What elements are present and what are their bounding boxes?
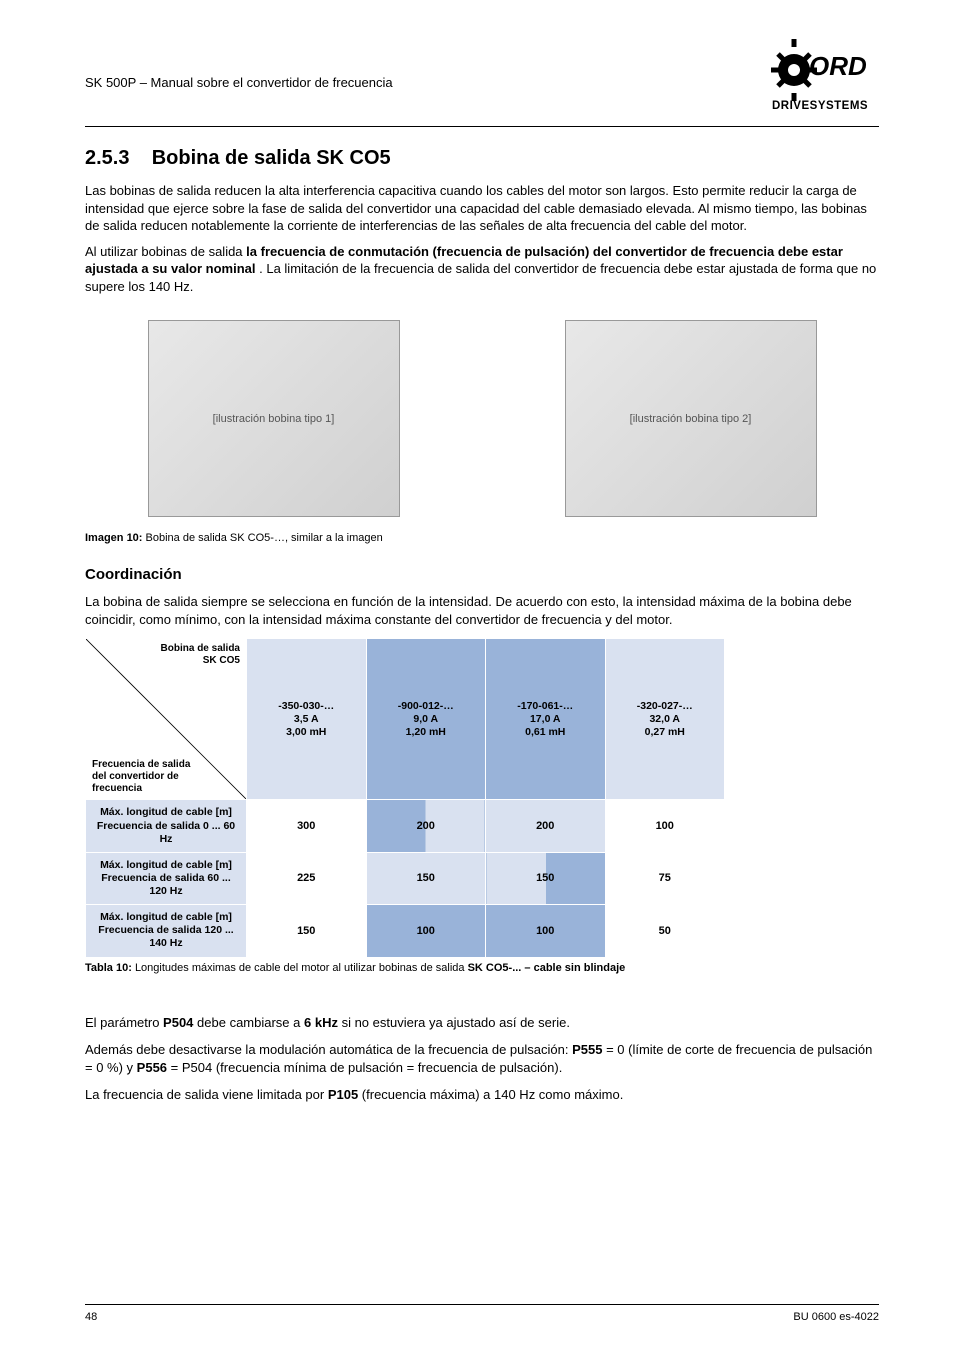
table-caption-text-1: Longitudes máximas de cable del motor al… — [135, 962, 468, 974]
section-heading: 2.5.3 Bobina de salida SK CO5 — [85, 147, 879, 170]
p1-code1: P504 — [163, 1015, 193, 1030]
p1-val: 6 kHz — [304, 1015, 338, 1030]
figure-caption-label: Imagen 10: — [85, 532, 142, 544]
p2-suffix: = P504 (frecuencia mínima de pulsación =… — [167, 1060, 562, 1075]
table-row: Máx. longitud de cable [m] Frecuencia de… — [86, 852, 725, 904]
col4-l2: 32,0 A — [614, 713, 717, 726]
page-number: 48 — [85, 1311, 97, 1323]
col2-l1: -900-012-… — [375, 700, 478, 713]
svg-text:DRIVESYSTEMS: DRIVESYSTEMS — [772, 100, 868, 112]
r2c1: 225 — [247, 852, 367, 904]
document-code: BU 0600 es-4022 — [793, 1311, 879, 1323]
col3-l2: 17,0 A — [494, 713, 597, 726]
figure-row: [ilustración bobina tipo 1] [ilustración… — [95, 320, 869, 517]
p1-suffix: si no estuviera ya ajustado así de serie… — [338, 1015, 570, 1030]
svg-text:ORD: ORD — [809, 51, 867, 81]
col4-l3: 0,27 mH — [614, 726, 717, 739]
p2-prefix: Además debe desactivarse la modulación a… — [85, 1042, 572, 1057]
col3-header: -170-061-… 17,0 A 0,61 mH — [486, 639, 606, 800]
coordination-heading: Coordinación — [85, 566, 879, 583]
row3-label: Máx. longitud de cable [m] Frecuencia de… — [86, 905, 247, 957]
r2c3: 150 — [486, 852, 606, 904]
r1c2: 200 — [366, 800, 486, 852]
intro-p2-prefix: Al utilizar bobinas de salida — [85, 244, 243, 259]
col1-l2: 3,5 A — [255, 713, 358, 726]
footer-divider — [85, 1304, 879, 1305]
r1c3: 200 — [486, 800, 606, 852]
row2-label: Máx. longitud de cable [m] Frecuencia de… — [86, 852, 247, 904]
col3-l1: -170-061-… — [494, 700, 597, 713]
diag-top-label: Bobina de salida SK CO5 — [161, 643, 240, 667]
r3c2: 100 — [366, 905, 486, 957]
header-title: SK 500P – Manual sobre el convertidor de… — [85, 35, 393, 90]
r3c4: 50 — [605, 905, 725, 957]
intro-paragraph-2: Al utilizar bobinas de salida la frecuen… — [85, 243, 879, 296]
table-diagonal-header: Bobina de salida SK CO5 Frecuencia de sa… — [86, 639, 247, 800]
col4-l1: -320-027-… — [614, 700, 717, 713]
col1-header: -350-030-… 3,5 A 3,00 mH — [247, 639, 367, 800]
figure-left: [ilustración bobina tipo 1] — [148, 320, 400, 517]
figure-left-image: [ilustración bobina tipo 1] — [148, 320, 400, 517]
col3-l3: 0,61 mH — [494, 726, 597, 739]
r2c4: 75 — [605, 852, 725, 904]
intro-paragraph-1: Las bobinas de salida reducen la alta in… — [85, 182, 879, 235]
param-paragraph-1: El parámetro P504 debe cambiarse a 6 kHz… — [85, 1014, 879, 1032]
p3-code: P105 — [328, 1087, 358, 1102]
page-header: SK 500P – Manual sobre el convertidor de… — [85, 35, 879, 118]
col2-l3: 1,20 mH — [375, 726, 478, 739]
param-paragraph-3: La frecuencia de salida viene limitada p… — [85, 1086, 879, 1104]
table-row: Máx. longitud de cable [m] Frecuencia de… — [86, 800, 725, 852]
r2c2: 150 — [366, 852, 486, 904]
coordination-paragraph: La bobina de salida siempre se seleccion… — [85, 593, 879, 628]
row1-label: Máx. longitud de cable [m] Frecuencia de… — [86, 800, 247, 852]
section-title: Bobina de salida SK CO5 — [152, 147, 391, 169]
p2-code2: P556 — [137, 1060, 167, 1075]
p2-code: P555 — [572, 1042, 602, 1057]
diag-bottom-label: Frecuencia de salida del convertidor de … — [92, 759, 190, 795]
output-choke-table: Bobina de salida SK CO5 Frecuencia de sa… — [85, 638, 725, 957]
figure-right: [ilustración bobina tipo 2] — [565, 320, 817, 517]
p1-mid: debe cambiarse a — [193, 1015, 304, 1030]
col2-header: -900-012-… 9,0 A 1,20 mH — [366, 639, 486, 800]
p3-prefix: La frecuencia de salida viene limitada p… — [85, 1087, 328, 1102]
table-caption-label: Tabla 10: — [85, 962, 132, 974]
param-paragraph-2: Además debe desactivarse la modulación a… — [85, 1041, 879, 1076]
brand-logo: ORD DRIVESYSTEMS — [769, 35, 879, 118]
col4-header: -320-027-… 32,0 A 0,27 mH — [605, 639, 725, 800]
table-caption: Tabla 10: Longitudes máximas de cable de… — [85, 962, 879, 974]
p1-prefix: El parámetro — [85, 1015, 163, 1030]
col1-l1: -350-030-… — [255, 700, 358, 713]
r3c3: 100 — [486, 905, 606, 957]
header-divider — [85, 126, 879, 127]
figure-caption-text: Bobina de salida SK CO5-…, similar a la … — [146, 532, 383, 544]
col2-l2: 9,0 A — [375, 713, 478, 726]
section-number: 2.5.3 — [85, 147, 129, 169]
table-caption-text-2: SK CO5-... – cable sin blindaje — [468, 962, 626, 974]
p3-suffix: (frecuencia máxima) a 140 Hz como máximo… — [358, 1087, 623, 1102]
r3c1: 150 — [247, 905, 367, 957]
page-footer: 48 BU 0600 es-4022 — [85, 1311, 879, 1323]
r1c4: 100 — [605, 800, 725, 852]
figure-right-image: [ilustración bobina tipo 2] — [565, 320, 817, 517]
table-row: Máx. longitud de cable [m] Frecuencia de… — [86, 905, 725, 957]
col1-l3: 3,00 mH — [255, 726, 358, 739]
figure-caption: Imagen 10: Bobina de salida SK CO5-…, si… — [85, 532, 879, 544]
r1c1: 300 — [247, 800, 367, 852]
